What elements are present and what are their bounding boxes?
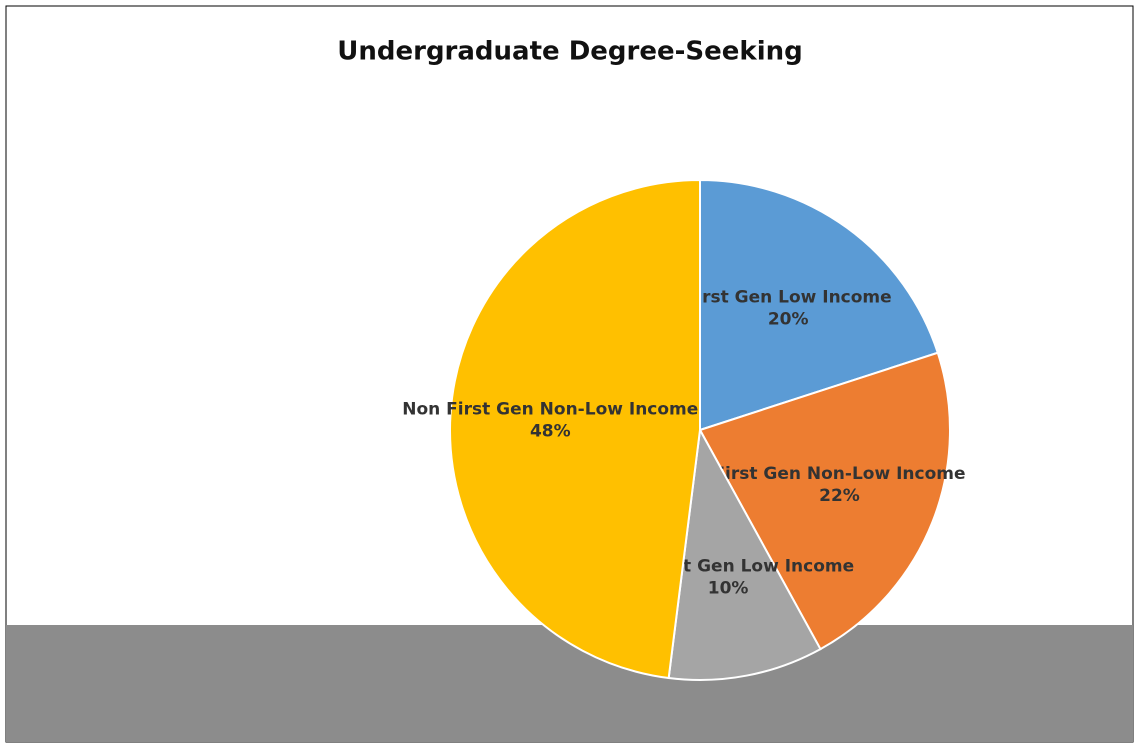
- page: Undergraduate Degree-Seeking First Gen L…: [0, 0, 1139, 748]
- slice-value-label: 10%: [708, 578, 749, 598]
- chart-title: Undergraduate Degree-Seeking: [337, 37, 802, 67]
- chart: Undergraduate Degree-Seeking First Gen L…: [0, 0, 1139, 748]
- slice-value-label: 20%: [768, 310, 809, 330]
- slice-category-label: First Gen Non-Low Income: [713, 464, 965, 484]
- slice-category-label: First Gen Low Income: [685, 288, 892, 308]
- slice-category-label: Non First Gen Non-Low Income: [402, 400, 698, 420]
- slice-value-label: 48%: [530, 422, 571, 442]
- slice-value-label: 22%: [819, 486, 860, 506]
